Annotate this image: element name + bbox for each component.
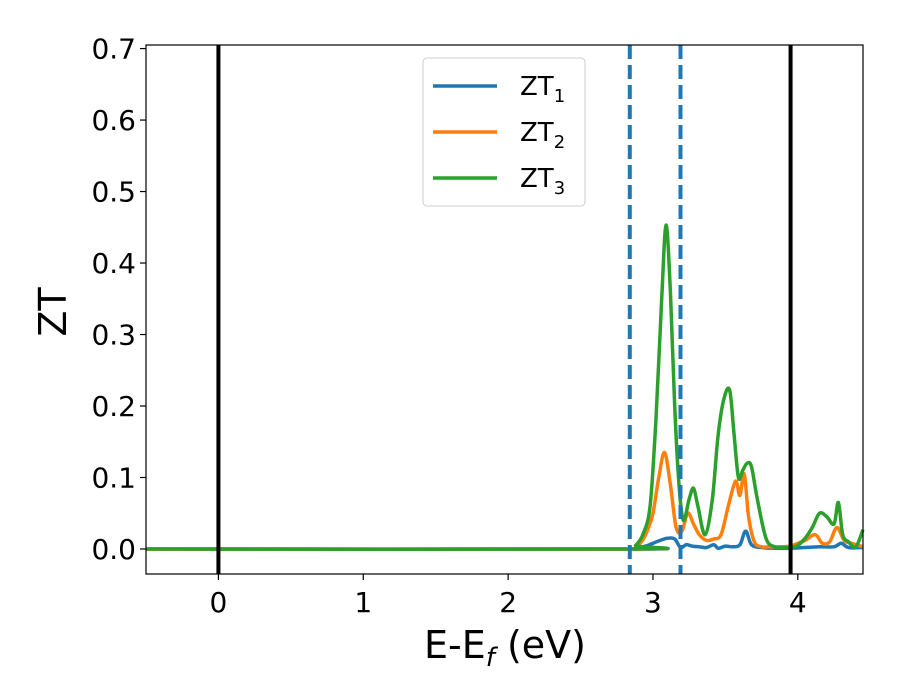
y-axis-label: ZT (31, 287, 75, 337)
plot-area (145, 44, 865, 575)
legend-box (422, 57, 586, 207)
x-tick-label: 3 (644, 586, 662, 619)
x-axis-label: E-Ef (eV) (424, 623, 586, 673)
vertical-reference-lines (216, 45, 793, 574)
x-axis-ticks: 0 1 2 3 4 (210, 574, 807, 619)
x-tick-label: 2 (499, 586, 517, 619)
series-lines (145, 223, 865, 552)
legend: ZT1 ZT2 ZT3 (422, 57, 586, 207)
y-tick-label: 0.6 (91, 104, 136, 137)
axes-frame (145, 44, 864, 575)
y-tick-label: 0.0 (91, 533, 136, 566)
series-line-zt2 (145, 450, 864, 551)
y-tick-label: 0.5 (91, 176, 136, 209)
x-tick-label: 4 (789, 586, 807, 619)
y-axis-ticks: 0.0 0.1 0.2 0.3 0.4 0.5 0.6 0.7 (91, 33, 146, 566)
y-tick-label: 0.2 (91, 390, 136, 423)
y-tick-label: 0.4 (91, 247, 136, 280)
legend-label-zt3: ZT3 (520, 164, 565, 199)
series-line-zt3 (145, 223, 865, 552)
y-tick-label: 0.7 (91, 33, 136, 66)
y-tick-label: 0.3 (91, 319, 136, 352)
legend-label-zt2: ZT2 (520, 118, 565, 153)
y-tick-label: 0.1 (91, 461, 136, 494)
legend-entries: ZT1 ZT2 ZT3 (433, 72, 565, 199)
x-tick-label: 0 (210, 586, 228, 619)
x-tick-label: 1 (354, 586, 372, 619)
legend-label-zt1: ZT1 (520, 72, 565, 107)
